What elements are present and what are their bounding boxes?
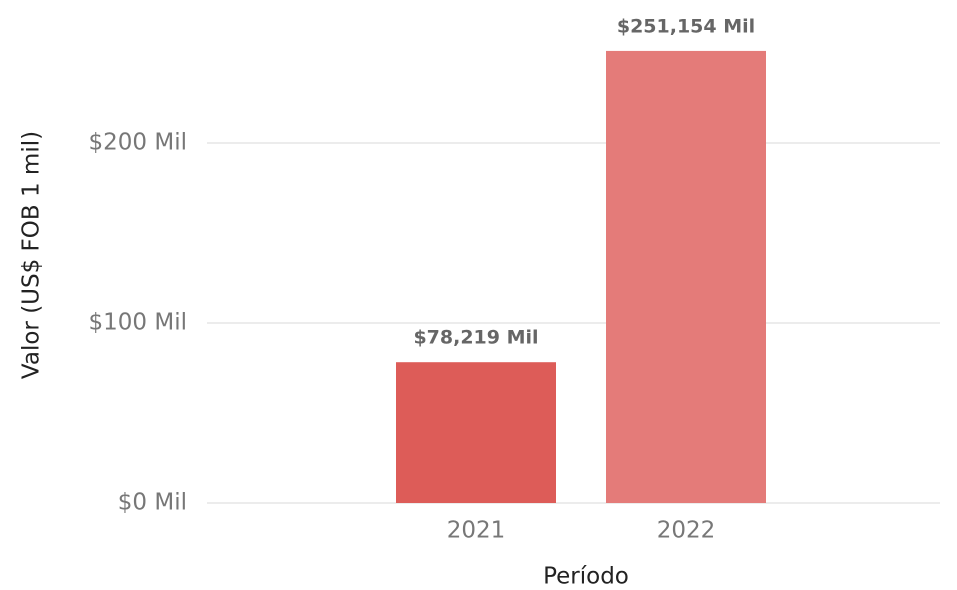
- y-axis-title: Valor (US$ FOB 1 mil): [19, 131, 45, 379]
- x-axis-title: Período: [543, 564, 629, 590]
- y-tick-label: $100 Mil: [89, 310, 187, 336]
- y-tick-label: $200 Mil: [89, 130, 187, 156]
- value-label: $251,154 Mil: [617, 15, 755, 37]
- value-label: $78,219 Mil: [413, 327, 538, 349]
- y-tick-label: $0 Mil: [118, 490, 187, 516]
- x-tick-label: 2022: [657, 518, 716, 544]
- bar: [606, 50, 766, 504]
- x-tick-label: 2021: [447, 518, 506, 544]
- bar: [396, 362, 556, 503]
